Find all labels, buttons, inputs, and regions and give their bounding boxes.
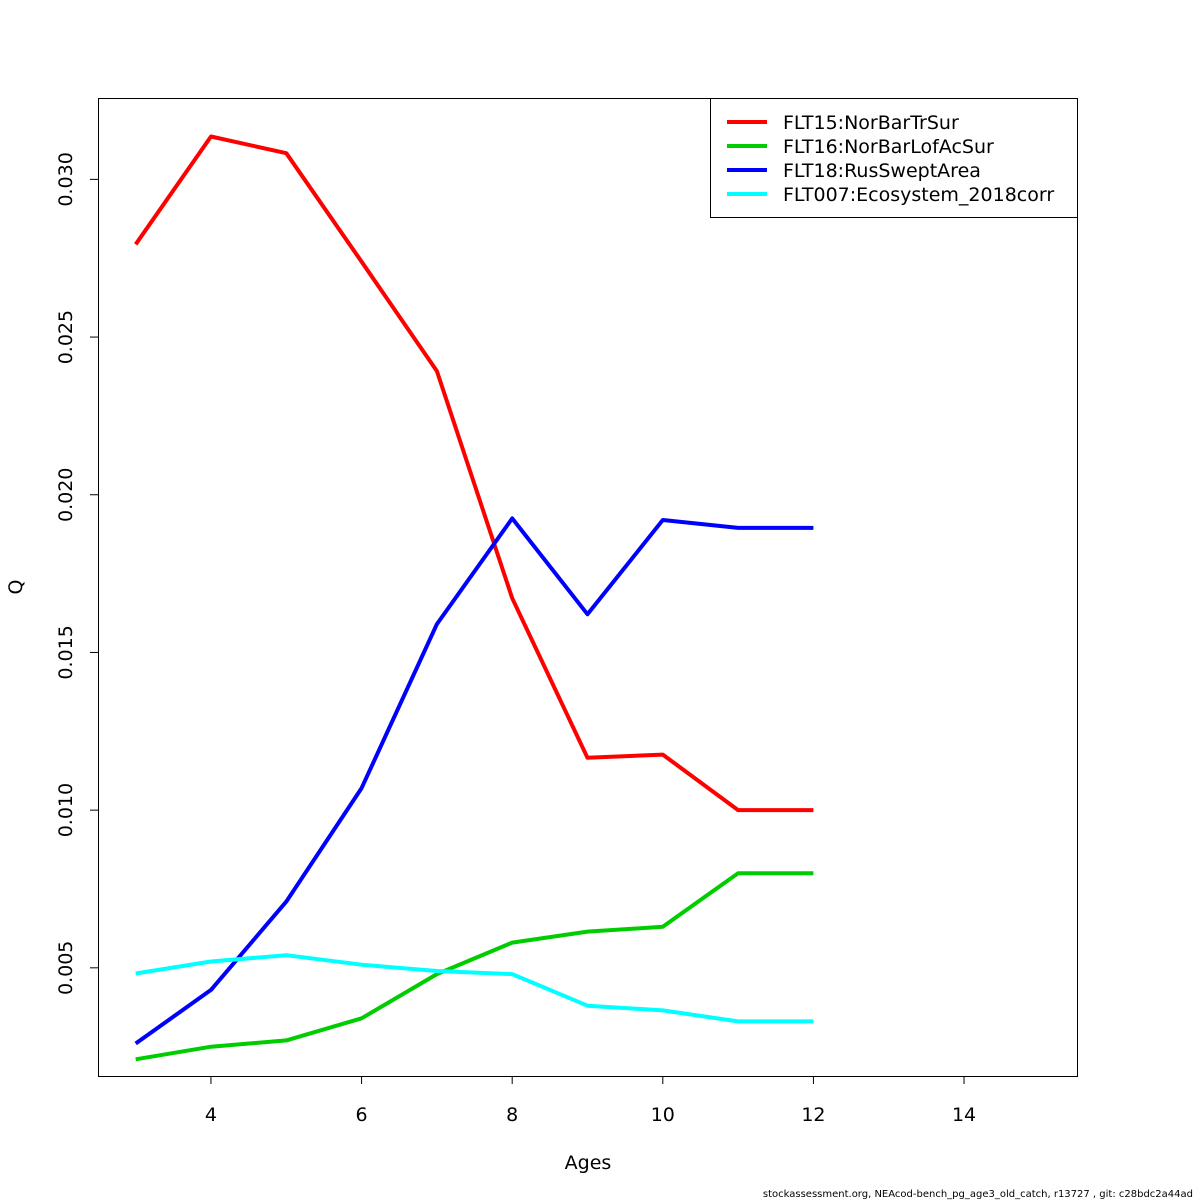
y-tick-label: 0.020 [55, 468, 77, 522]
series-line-1 [134, 134, 814, 813]
y-tick-label: 0.015 [55, 625, 77, 679]
x-tick-label: 4 [205, 1104, 217, 1126]
y-axis-title: Q [5, 580, 27, 595]
legend-label-2: FLT16:NorBarLofAcSur [783, 136, 994, 158]
series-line-2 [135, 871, 814, 1062]
legend-label-3: FLT18:RusSweptArea [783, 160, 981, 182]
series-line-4 [135, 953, 814, 1024]
y-tick-label: 0.005 [55, 941, 77, 995]
x-tick-label: 14 [952, 1104, 976, 1126]
x-tick-label: 12 [801, 1104, 825, 1126]
x-tick-label: 8 [506, 1104, 518, 1126]
y-tick-label: 0.010 [55, 783, 77, 837]
legend-label-1: FLT15:NorBarTrSur [783, 112, 959, 134]
footer-text: stockassessment.org, NEAcod-bench_pg_age… [763, 1189, 1193, 1200]
y-tick-label: 0.025 [55, 310, 77, 364]
y-axis: 0.005 0.010 0.015 0.020 0.025 0.030 [55, 152, 99, 995]
legend-label-4: FLT007:Ecosystem_2018corr [783, 184, 1054, 206]
y-tick-label: 0.030 [55, 152, 77, 206]
x-tick-label: 6 [356, 1104, 368, 1126]
x-tick-label: 10 [651, 1104, 675, 1126]
series-line-3 [134, 516, 814, 1046]
legend: FLT15:NorBarTrSurFLT16:NorBarLofAcSurFLT… [710, 98, 1078, 218]
x-axis-title: Ages [565, 1152, 612, 1174]
x-axis: 4 6 8 10 12 14 [205, 1076, 976, 1126]
series-layer [134, 134, 814, 1062]
legend-box [710, 98, 1078, 218]
